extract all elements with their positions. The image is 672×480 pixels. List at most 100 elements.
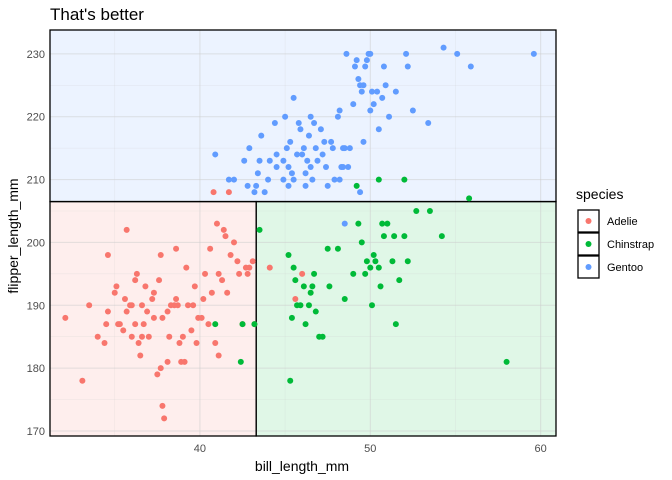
- region-gentoo: [50, 30, 556, 202]
- point-adelie: [222, 233, 229, 240]
- point-gentoo: [379, 94, 386, 101]
- point-gentoo: [297, 126, 304, 133]
- point-gentoo: [362, 63, 369, 70]
- point-gentoo: [392, 88, 399, 95]
- point-chinstrap: [326, 283, 333, 290]
- point-gentoo: [258, 132, 265, 139]
- point-adelie: [154, 371, 161, 378]
- point-adelie: [210, 189, 217, 196]
- point-adelie: [183, 264, 190, 271]
- point-gentoo: [282, 113, 289, 120]
- point-gentoo: [307, 164, 314, 171]
- point-chinstrap: [362, 270, 369, 277]
- point-adelie: [159, 402, 166, 409]
- legend-label-chinstrap: Chinstrap: [607, 239, 654, 251]
- point-chinstrap: [312, 308, 319, 315]
- point-adelie: [292, 295, 299, 302]
- point-gentoo: [467, 63, 474, 70]
- legend-marker-gentoo: [585, 264, 592, 270]
- point-chinstrap: [319, 333, 326, 340]
- point-adelie: [103, 321, 110, 328]
- point-gentoo: [305, 132, 312, 139]
- point-adelie: [244, 270, 251, 277]
- y-tick-label: 170: [27, 426, 45, 438]
- point-adelie: [132, 277, 139, 284]
- point-adelie: [150, 314, 157, 321]
- point-adelie: [213, 220, 220, 227]
- point-chinstrap: [380, 233, 387, 240]
- point-gentoo: [300, 145, 307, 152]
- point-gentoo: [283, 145, 290, 152]
- y-tick-label: 210: [27, 175, 45, 187]
- point-chinstrap: [287, 377, 294, 384]
- point-adelie: [144, 308, 151, 315]
- legend: species Adelie Chinstrap Gentoo: [576, 186, 654, 279]
- point-gentoo: [273, 151, 280, 158]
- point-gentoo: [328, 138, 335, 145]
- point-chinstrap: [363, 258, 370, 265]
- point-adelie: [135, 339, 142, 346]
- point-adelie: [215, 352, 222, 359]
- point-chinstrap: [212, 321, 219, 328]
- point-adelie: [123, 226, 130, 233]
- point-gentoo: [302, 170, 309, 177]
- point-adelie: [227, 251, 234, 258]
- point-gentoo: [355, 76, 362, 83]
- point-chinstrap: [389, 258, 396, 265]
- point-chinstrap: [290, 264, 297, 271]
- point-adelie: [181, 358, 188, 365]
- point-gentoo: [280, 176, 287, 183]
- point-adelie: [215, 270, 222, 277]
- point-gentoo: [241, 157, 248, 164]
- point-gentoo: [425, 120, 432, 127]
- point-gentoo: [251, 189, 258, 196]
- point-chinstrap: [309, 283, 316, 290]
- point-chinstrap: [466, 195, 473, 202]
- point-gentoo: [311, 120, 318, 127]
- point-gentoo: [212, 151, 219, 158]
- point-adelie: [111, 289, 118, 296]
- point-adelie: [79, 377, 86, 384]
- point-adelie: [173, 245, 180, 252]
- point-adelie: [164, 358, 171, 365]
- point-adelie: [164, 308, 171, 315]
- point-gentoo: [266, 157, 273, 164]
- point-gentoo: [343, 50, 350, 57]
- point-adelie: [113, 283, 120, 290]
- x-tick-label: 40: [194, 443, 206, 455]
- point-adelie: [86, 302, 93, 309]
- point-adelie: [156, 277, 163, 284]
- point-gentoo: [323, 164, 329, 171]
- point-adelie: [219, 277, 226, 284]
- point-gentoo: [294, 151, 301, 158]
- point-chinstrap: [300, 283, 307, 290]
- point-adelie: [246, 264, 253, 271]
- y-tick-label: 200: [27, 237, 45, 249]
- point-chinstrap: [355, 220, 362, 227]
- point-adelie: [190, 302, 197, 309]
- point-chinstrap: [256, 226, 263, 233]
- point-adelie: [299, 270, 306, 277]
- point-adelie: [173, 295, 180, 302]
- legend-marker-adelie: [585, 218, 592, 224]
- point-gentoo: [340, 164, 347, 171]
- point-adelie: [62, 314, 69, 321]
- point-adelie: [150, 289, 157, 296]
- point-gentoo: [357, 189, 364, 196]
- point-adelie: [202, 270, 209, 277]
- point-adelie: [128, 302, 135, 309]
- point-gentoo: [280, 157, 287, 164]
- point-chinstrap: [353, 182, 360, 189]
- point-adelie: [198, 314, 205, 321]
- point-gentoo: [321, 138, 328, 145]
- point-adelie: [149, 295, 156, 302]
- point-gentoo: [346, 145, 353, 152]
- point-chinstrap: [404, 258, 411, 265]
- point-adelie: [116, 321, 123, 328]
- point-adelie: [139, 302, 145, 309]
- point-adelie: [225, 189, 232, 196]
- point-adelie: [188, 327, 195, 334]
- data-points: [62, 44, 537, 422]
- point-gentoo: [386, 113, 393, 120]
- point-chinstrap: [297, 302, 304, 309]
